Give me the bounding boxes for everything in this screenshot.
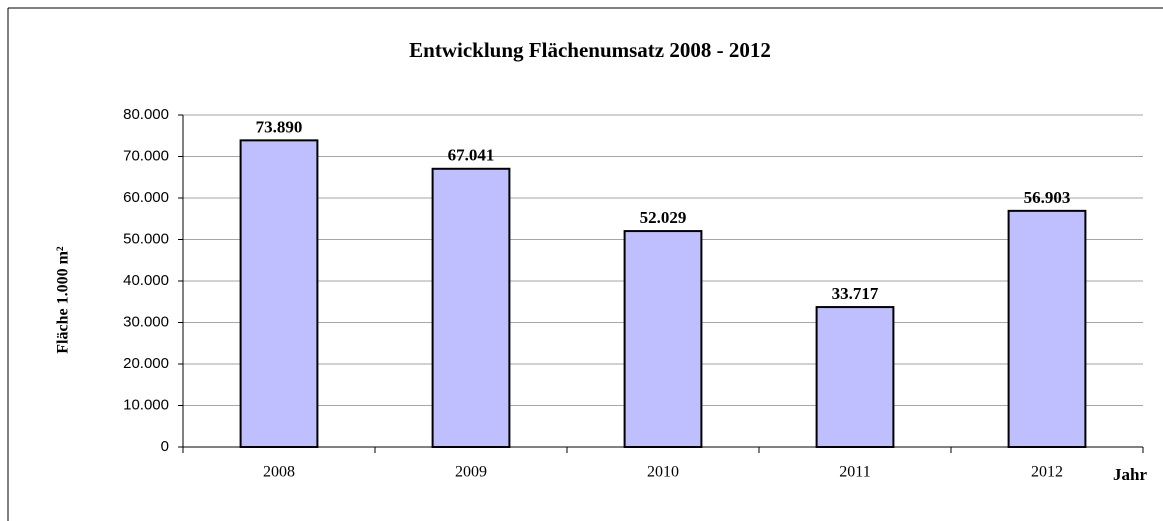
x-axis-label: Jahr	[1113, 465, 1147, 484]
chart-title: Entwicklung Flächenumsatz 2008 - 2012	[409, 38, 771, 62]
y-axis-label: Fläche 1.000 m²	[55, 246, 72, 354]
y-tick-label: 10.000	[123, 396, 169, 413]
y-tick-label: 0	[161, 438, 169, 455]
y-tick-label: 80.000	[123, 106, 169, 123]
bar	[431, 167, 511, 448]
x-tick-label: 2011	[839, 464, 870, 481]
x-tick-label: 2010	[647, 464, 679, 481]
y-tick-label: 50.000	[123, 230, 169, 247]
y-tick-label: 20.000	[123, 355, 169, 372]
data-label: 33.717	[832, 284, 879, 303]
y-tick-label: 60.000	[123, 189, 169, 206]
data-label: 73.890	[256, 117, 303, 136]
data-label: 67.041	[448, 146, 495, 165]
y-tick-label: 40.000	[123, 272, 169, 289]
bar	[239, 139, 319, 448]
data-label: 56.903	[1024, 188, 1071, 207]
data-label: 52.029	[640, 208, 687, 227]
x-tick-label: 2009	[455, 464, 487, 481]
bar	[815, 306, 895, 449]
y-tick-label: 70.000	[123, 147, 169, 164]
x-tick-label: 2012	[1031, 464, 1063, 481]
bar	[1007, 209, 1087, 448]
bar	[623, 230, 703, 448]
y-tick-label: 30.000	[123, 313, 169, 330]
x-tick-label: 2008	[263, 464, 295, 481]
